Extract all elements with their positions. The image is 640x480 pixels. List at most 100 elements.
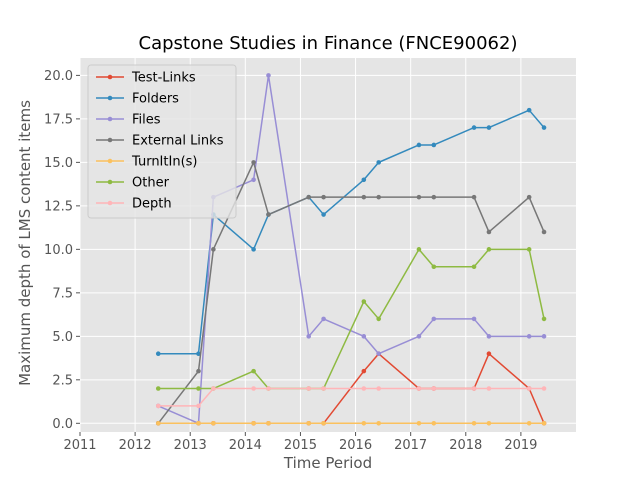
x-tick-label: 2014	[229, 438, 262, 453]
x-tick-label: 2018	[449, 438, 482, 453]
data-point-files	[416, 334, 422, 339]
data-point-turnitin-s	[251, 421, 256, 426]
data-point-other	[416, 247, 422, 252]
legend-swatch-marker	[107, 179, 113, 185]
y-tick-label: 5.0	[52, 330, 73, 345]
data-point-files	[376, 351, 382, 357]
data-point-external-links	[321, 194, 326, 200]
data-point-turnitin-s	[361, 421, 367, 426]
data-point-turnitin-s	[471, 421, 477, 426]
legend-label: TurnItIn(s)	[131, 155, 197, 170]
data-point-external-links	[416, 194, 422, 200]
data-point-other	[431, 264, 437, 270]
data-point-turnitin-s	[321, 421, 326, 426]
data-point-turnitin-s	[306, 421, 312, 426]
data-point-folders	[361, 177, 367, 183]
legend-swatch-marker	[107, 74, 113, 80]
y-tick-label: 12.5	[44, 199, 73, 214]
data-point-other	[376, 316, 382, 322]
data-point-test-links	[361, 368, 367, 374]
data-point-folders	[526, 107, 532, 113]
y-tick-label: 2.5	[52, 373, 73, 388]
data-point-turnitin-s	[155, 421, 161, 426]
legend-label: Test-Links	[131, 71, 196, 86]
x-tick-label: 2015	[284, 438, 317, 453]
data-point-folders	[155, 351, 161, 357]
series-depth	[155, 386, 547, 409]
data-point-other	[196, 386, 201, 391]
data-point-turnitin-s	[376, 421, 382, 426]
legend-item-files: Files	[96, 113, 161, 128]
y-tick-label: 7.5	[52, 286, 73, 301]
legend-frame	[87, 64, 237, 219]
data-point-depth	[541, 386, 547, 391]
legend-item-test-links: Test-Links	[96, 71, 196, 86]
data-point-depth	[471, 386, 477, 391]
data-point-external-links	[266, 212, 271, 217]
data-point-depth	[266, 386, 271, 391]
data-point-external-links	[486, 229, 492, 235]
data-point-depth	[155, 403, 161, 409]
legend-item-folders: Folders	[96, 92, 179, 107]
data-point-files	[431, 316, 437, 322]
data-point-files	[486, 334, 492, 339]
data-point-other	[251, 368, 256, 374]
x-tick-label: 2016	[339, 438, 372, 453]
data-point-other	[361, 299, 367, 304]
legend-label: Folders	[132, 92, 179, 107]
data-point-folders	[376, 160, 382, 165]
data-point-depth	[361, 386, 367, 391]
legend-swatch-marker	[107, 95, 113, 101]
data-point-external-links	[361, 194, 367, 200]
data-point-external-links	[306, 194, 312, 200]
y-tick-label: 0.0	[52, 417, 73, 432]
legend: Test-Links Folders Files External Links Turn…	[87, 64, 237, 219]
data-point-folders	[251, 247, 256, 252]
data-point-folders	[471, 125, 477, 130]
data-point-depth	[306, 386, 312, 391]
data-point-depth	[376, 386, 382, 391]
data-point-external-links	[211, 247, 216, 252]
series-external-links	[155, 160, 547, 426]
y-tick-label: 10.0	[44, 243, 73, 258]
data-point-depth	[211, 386, 216, 391]
data-point-depth	[486, 386, 492, 391]
data-point-other	[541, 316, 547, 322]
data-point-external-links	[431, 194, 437, 200]
data-point-files	[526, 334, 532, 339]
ticks: 2011 2012 2013 2014 2015 2016 2017 2018 2019 0.0 2…	[44, 69, 537, 453]
data-point-turnitin-s	[266, 421, 271, 426]
legend-label: External Links	[132, 134, 224, 149]
data-point-files	[266, 73, 271, 78]
data-point-external-links	[541, 229, 547, 235]
data-point-other	[471, 264, 477, 270]
data-point-turnitin-s	[196, 421, 201, 426]
legend-label: Other	[132, 176, 170, 191]
y-tick-label: 17.5	[44, 112, 73, 127]
legend-swatch-marker	[107, 116, 113, 122]
data-point-depth	[416, 386, 422, 391]
data-point-external-links	[471, 194, 477, 200]
x-tick-label: 2019	[504, 438, 537, 453]
data-point-depth	[321, 386, 326, 391]
legend-item-turnitin-s: TurnItIn(s)	[96, 155, 197, 170]
data-point-depth	[526, 386, 532, 391]
data-point-files	[541, 334, 547, 339]
data-point-turnitin-s	[431, 421, 437, 426]
data-point-depth	[251, 386, 256, 391]
series-layer	[155, 73, 547, 426]
data-point-turnitin-s	[211, 421, 216, 426]
chart-title: Capstone Studies in Finance (FNCE90062)	[139, 33, 518, 54]
x-tick-label: 2013	[174, 438, 207, 453]
data-point-folders	[416, 142, 422, 148]
data-point-depth	[431, 386, 437, 391]
data-point-files	[471, 316, 477, 322]
x-tick-label: 2017	[394, 438, 427, 453]
data-point-folders	[486, 125, 492, 130]
legend-label: Files	[132, 113, 161, 128]
data-point-turnitin-s	[416, 421, 422, 426]
x-tick-label: 2011	[63, 438, 96, 453]
series-turnitin-s	[155, 421, 547, 426]
data-point-folders	[431, 142, 437, 148]
